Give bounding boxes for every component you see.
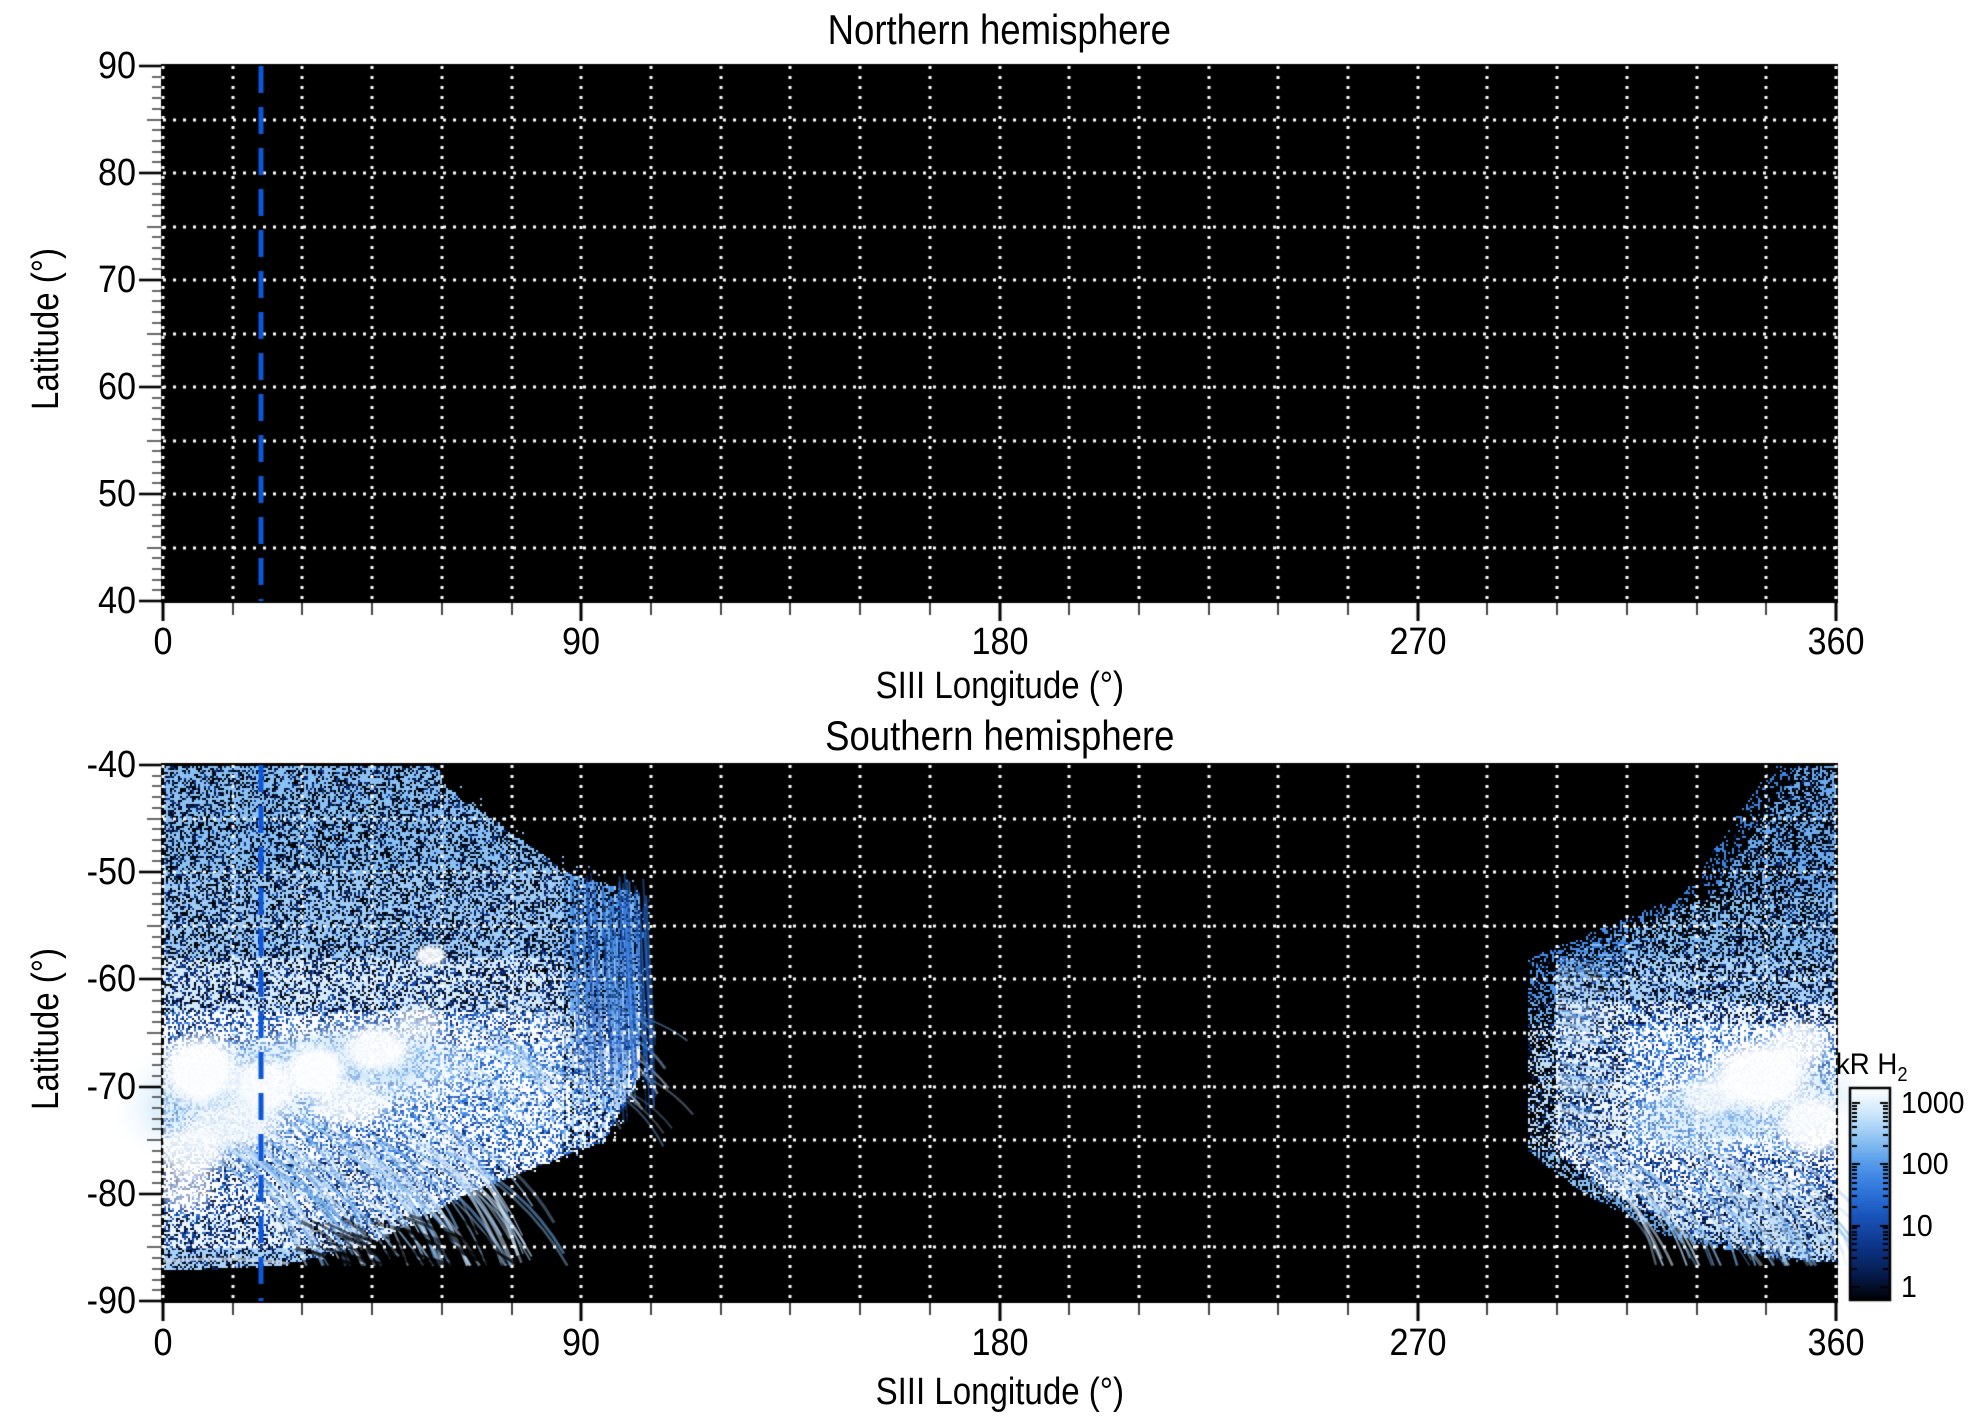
south-y-tick-label: -50 xyxy=(86,851,136,894)
colorbar-tick-label: 10 xyxy=(1901,1207,1933,1243)
colorbar-tick-label: 1 xyxy=(1901,1269,1917,1304)
north-x-tick-label: 180 xyxy=(970,621,1029,663)
south-y-axis-title: Latitude (°) xyxy=(25,947,67,1111)
north-y-tick-label: 90 xyxy=(97,45,136,87)
colorbar-title-subscript: 2 xyxy=(1897,1064,1908,1086)
colorbar-tick-label: 1000 xyxy=(1901,1085,1965,1120)
south-panel-title: Southern hemisphere xyxy=(163,712,1836,760)
south-x-tick-label: 90 xyxy=(562,1322,601,1364)
south-x-tick-label: 360 xyxy=(1807,1322,1865,1364)
north-y-tick-label: 60 xyxy=(97,366,136,408)
south-y-tick-label: -60 xyxy=(86,958,136,1001)
south-x-tick-label: 270 xyxy=(1389,1322,1447,1364)
colorbar-tick-label: 100 xyxy=(1901,1146,1949,1182)
colorbar-title-text: kR H xyxy=(1836,1048,1898,1081)
north-panel-title: Northern hemisphere xyxy=(163,6,1836,54)
south-x-axis-title-text: SIII Longitude (°) xyxy=(875,1371,1124,1413)
south-y-tick-label: -40 xyxy=(86,744,136,786)
colorbar-title: kR H2 xyxy=(1836,1048,1908,1092)
north-panel-title-text: Northern hemisphere xyxy=(827,6,1172,53)
north-x-tick-label: 270 xyxy=(1389,621,1447,663)
north-x-axis-title-text: SIII Longitude (°) xyxy=(875,665,1124,707)
south-panel-title-text: Southern hemisphere xyxy=(824,712,1175,759)
north-x-tick-label: 360 xyxy=(1807,621,1865,663)
north-y-tick-label: 50 xyxy=(97,473,136,515)
south-x-tick-label: 180 xyxy=(970,1322,1029,1364)
south-y-tick-label: -70 xyxy=(86,1065,136,1108)
south-x-tick-label: 0 xyxy=(153,1322,173,1364)
north-y-tick-label: 80 xyxy=(97,152,136,194)
south-x-axis-title: SIII Longitude (°) xyxy=(163,1370,1836,1414)
north-y-axis-title: Latitude (°) xyxy=(25,247,67,411)
south-y-tick-label: -80 xyxy=(86,1172,136,1215)
north-x-axis-title: SIII Longitude (°) xyxy=(163,664,1836,708)
north-y-tick-label: 70 xyxy=(97,259,136,301)
north-y-tick-label: 40 xyxy=(97,580,136,622)
south-y-tick-label: -90 xyxy=(86,1280,136,1322)
north-x-tick-label: 90 xyxy=(562,621,601,663)
north-x-tick-label: 0 xyxy=(153,621,173,663)
